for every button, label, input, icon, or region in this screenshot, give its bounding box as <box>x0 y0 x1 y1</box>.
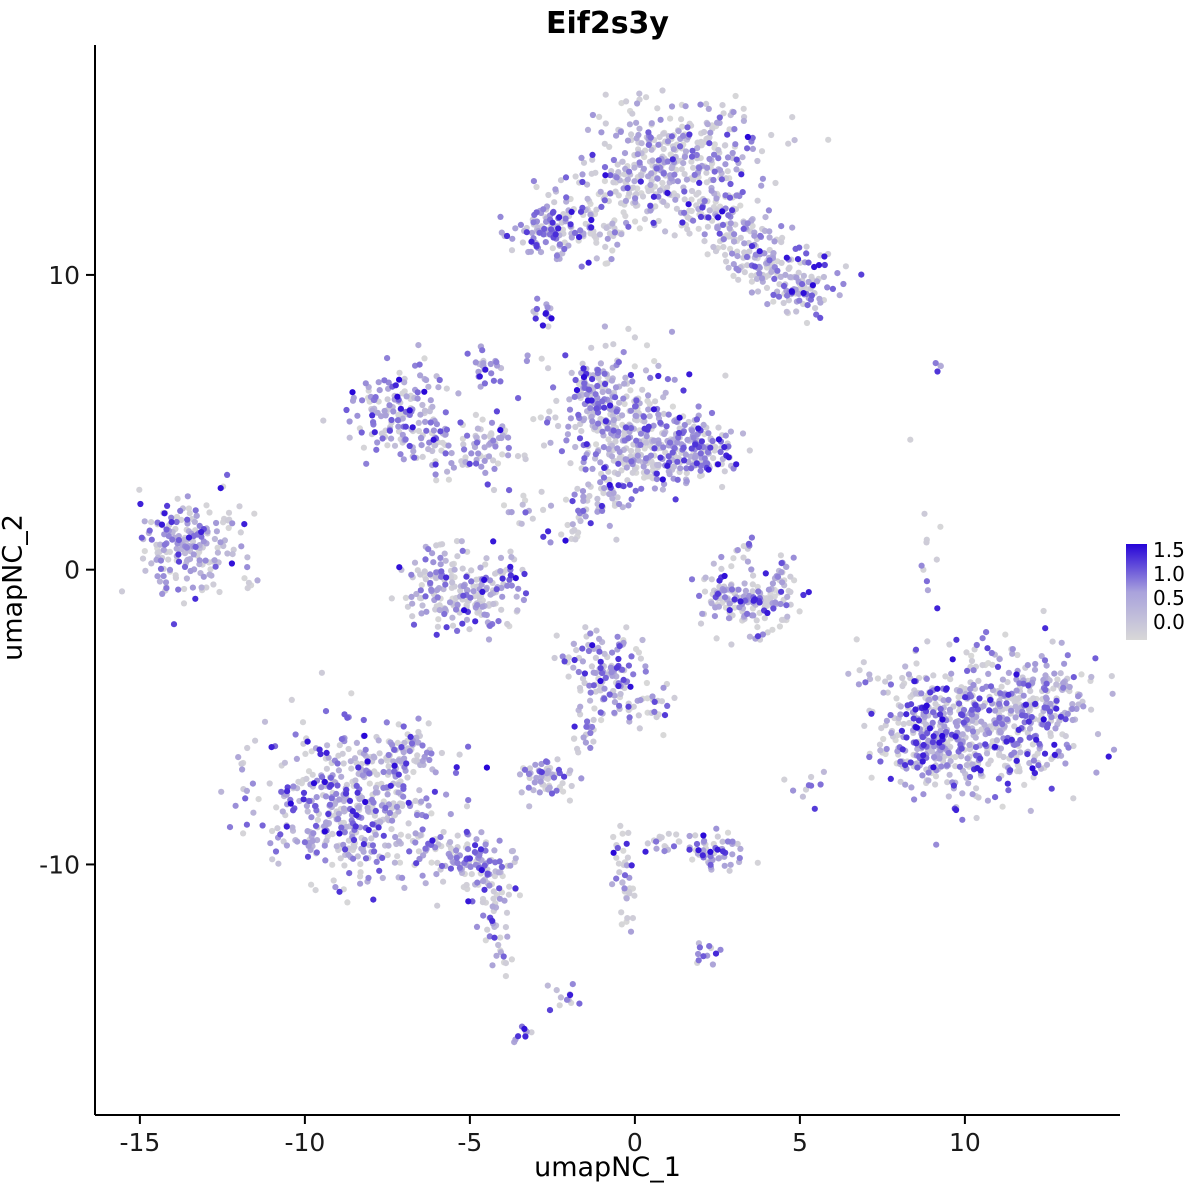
color-legend: 1.5 1.0 0.5 0.0 <box>1126 540 1200 650</box>
svg-text:-10: -10 <box>284 1128 325 1157</box>
svg-text:-10: -10 <box>39 850 80 879</box>
svg-text:0: 0 <box>627 1128 643 1157</box>
svg-text:10: 10 <box>949 1128 981 1157</box>
x-axis-label: umapNC_1 <box>534 1152 681 1183</box>
y-axis-label: umapNC_2 <box>0 514 29 661</box>
legend-tick-label: 1.5 <box>1153 538 1185 562</box>
legend-tick-label: 0.0 <box>1153 610 1185 634</box>
legend-gradient-bar <box>1126 544 1147 640</box>
svg-text:0: 0 <box>64 556 80 585</box>
plot-title: Eif2s3y <box>546 6 669 41</box>
svg-text:5: 5 <box>792 1128 808 1157</box>
legend-tick-label: 0.5 <box>1153 586 1185 610</box>
svg-text:-15: -15 <box>119 1128 160 1157</box>
svg-text:10: 10 <box>48 261 80 290</box>
svg-text:-5: -5 <box>457 1128 482 1157</box>
legend-tick-label: 1.0 <box>1153 562 1185 586</box>
